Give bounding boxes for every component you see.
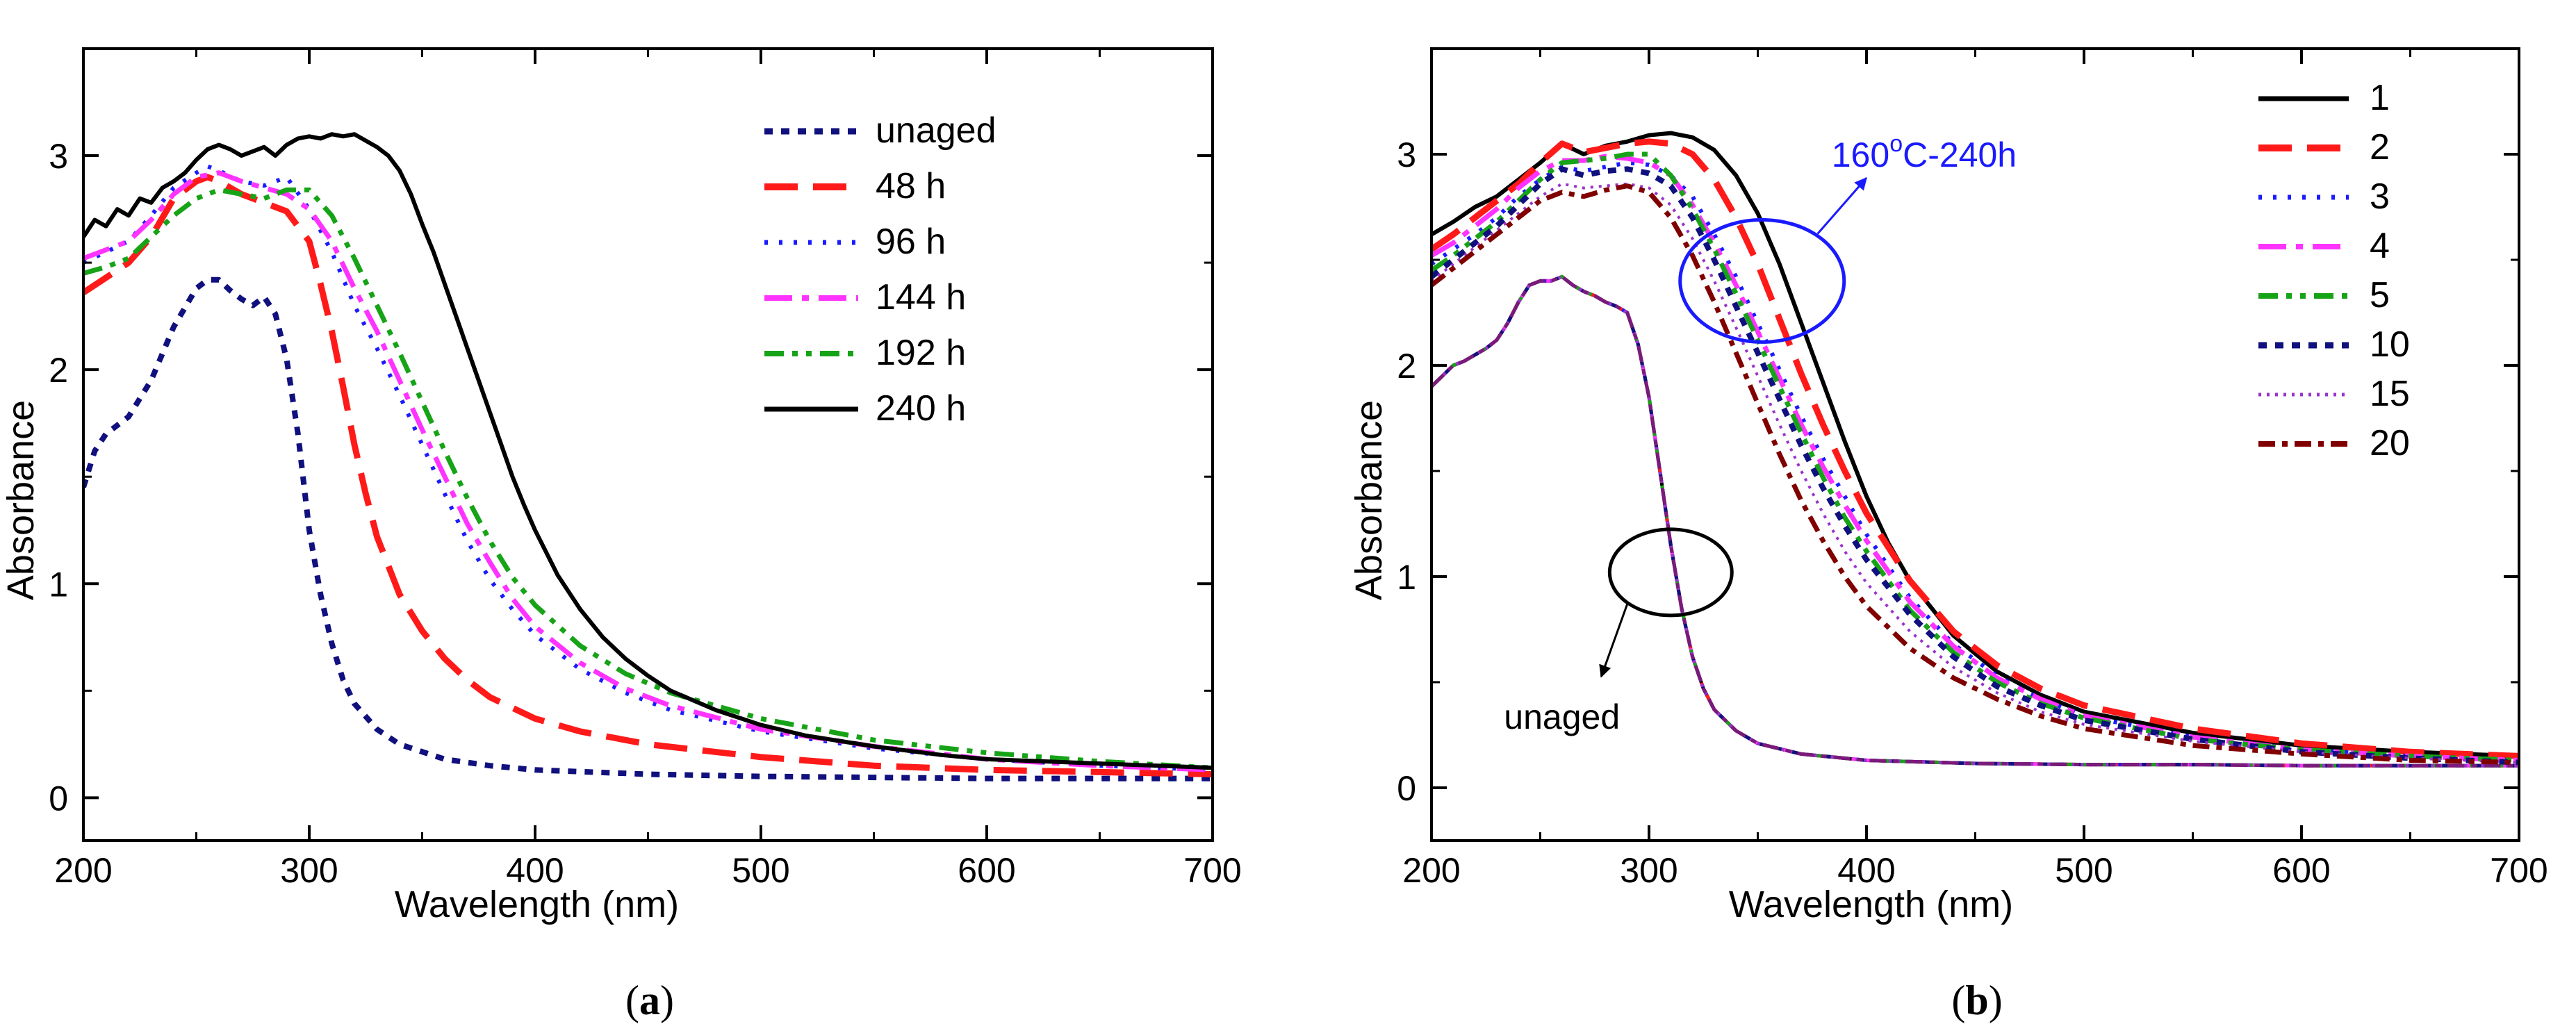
series-line-240-h (83, 132, 1213, 770)
panel-b-caption-close: ) (1989, 977, 2003, 1023)
legend-label: 48 h (876, 166, 946, 206)
y-tick-label: 3 (49, 137, 68, 176)
legend-item: 192 h (764, 333, 966, 373)
legend-item: 20 (2258, 423, 2410, 463)
panel-a-curves (83, 132, 1213, 782)
unaged-annotation-ellipse (1607, 527, 1734, 618)
panel-a-caption-close: ) (660, 977, 674, 1023)
series-line-1 (1431, 131, 2519, 759)
y-tick-label: 2 (1397, 347, 1416, 386)
series-line-3 (1431, 160, 2519, 763)
legend-label: 144 h (876, 277, 966, 317)
x-tick-label: 200 (1402, 851, 1460, 890)
aged-annotation-rest: C-240h (1903, 135, 2017, 174)
x-tick-label: 600 (958, 851, 1015, 890)
legend-label: 1 (2370, 78, 2390, 118)
panel-a-x-axis-label: Wavelength (nm) (395, 884, 679, 925)
x-tick-label: 400 (1837, 851, 1895, 890)
legend-item: 4 (2258, 226, 2390, 266)
aged-annotation-temp: 160 (1832, 135, 1889, 174)
y-tick-label: 0 (1397, 769, 1416, 808)
legend-item: 10 (2258, 324, 2410, 365)
x-tick-label: 500 (2055, 851, 2113, 890)
legend-label: 10 (2370, 324, 2410, 365)
legend-item: 96 h (764, 222, 946, 262)
unaged-series-line-7 (1431, 274, 2519, 768)
y-tick-label: 1 (1397, 558, 1416, 597)
legend-item: 1 (2258, 78, 2390, 118)
aged-annotation-label: 160oC-240h (1832, 131, 2017, 174)
panel-a-y-axis-label: Absorbance (0, 400, 42, 600)
legend-label: 240 h (876, 388, 966, 429)
x-tick-label: 700 (2490, 851, 2548, 890)
series-line-2 (1431, 138, 2519, 759)
panel-b-legend: 1 2 3 4 5 10 15 20 (2258, 78, 2410, 463)
legend-item: 144 h (764, 277, 966, 317)
panel-b: 200 300 400 500 600 700 0 1 2 3 1 2 3 4 5 10 15 20 160oC… (1348, 47, 2548, 1023)
unaged-annotation-label: unaged (1504, 697, 1620, 736)
panel-a-ticks: 200 300 400 500 600 700 0 1 2 3 (49, 49, 1242, 890)
legend-item: 2 (2258, 127, 2390, 167)
x-tick-label: 300 (280, 851, 338, 890)
series-line-4 (1431, 154, 2519, 763)
panel-a-caption-open: ( (625, 977, 639, 1023)
legend-label: 192 h (876, 333, 966, 373)
legend-label: 20 (2370, 423, 2410, 463)
panel-a-caption-letter: a (639, 977, 660, 1023)
y-tick-label: 0 (49, 779, 68, 818)
panel-a-legend: unaged 48 h 96 h 144 h 192 h 240 h (764, 110, 996, 429)
legend-item: 15 (2258, 374, 2410, 414)
panel-b-ticks: 200 300 400 500 600 700 0 1 2 3 (1397, 49, 2548, 890)
legend-label: 96 h (876, 222, 946, 262)
legend-label: 3 (2370, 176, 2390, 217)
series-line-192-h (83, 187, 1213, 770)
legend-item: 5 (2258, 275, 2390, 315)
panel-b-y-axis-label: Absorbance (1348, 400, 1390, 600)
panel-b-caption-letter: b (1965, 977, 1988, 1023)
x-tick-label: 600 (2272, 851, 2330, 890)
series-line-15 (1431, 182, 2519, 764)
x-tick-label: 400 (506, 851, 564, 890)
x-tick-label: 200 (54, 851, 112, 890)
unaged-annotation-arrow (1599, 602, 1629, 678)
unaged-series-line-8 (1431, 274, 2519, 768)
aged-annotation-degree: o (1889, 131, 1903, 157)
panel-b-caption-open: ( (1951, 977, 1965, 1023)
legend-item: 3 (2258, 176, 2390, 217)
legend-label: 2 (2370, 127, 2390, 167)
x-tick-label: 500 (732, 851, 789, 890)
aged-annotation-ellipse (1678, 217, 1846, 344)
legend-label: unaged (876, 110, 996, 151)
x-tick-label: 300 (1620, 851, 1677, 890)
y-tick-label: 1 (49, 565, 68, 604)
y-tick-label: 3 (1397, 135, 1416, 174)
series-line-144-h (83, 170, 1213, 772)
legend-item: unaged (764, 110, 996, 151)
legend-item: 240 h (764, 388, 966, 429)
panel-b-caption: (b) (1951, 977, 2002, 1023)
series-line-unaged (83, 276, 1213, 782)
panel-a-caption: (a) (625, 977, 674, 1023)
x-tick-label: 700 (1183, 851, 1241, 890)
series-line-10 (1431, 166, 2519, 766)
series-line-5 (1431, 151, 2519, 763)
panel-a: 200 300 400 500 600 700 0 1 2 3 unaged 48 h 96 h 144… (0, 47, 1242, 1023)
series-line-20 (1431, 183, 2519, 765)
series-line-48-h (83, 174, 1213, 777)
legend-label: 5 (2370, 275, 2390, 315)
y-tick-label: 2 (49, 351, 68, 390)
legend-label: 15 (2370, 374, 2410, 414)
panel-b-x-axis-label: Wavelength (nm) (1729, 884, 2013, 925)
aged-annotation-arrow (1816, 177, 1867, 235)
panel-b-curves (1431, 131, 2519, 768)
legend-item: 48 h (764, 166, 946, 206)
legend-label: 4 (2370, 226, 2390, 266)
